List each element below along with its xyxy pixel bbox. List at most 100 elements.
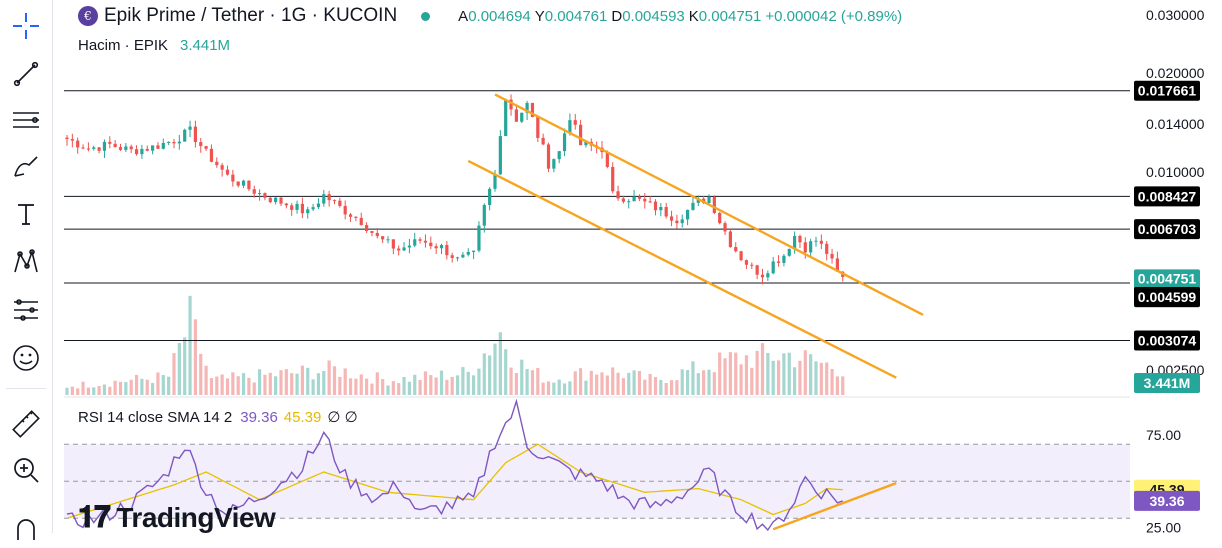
- volume-bar: [290, 373, 294, 395]
- candle-body: [734, 247, 738, 252]
- market-open-dot: [421, 11, 431, 21]
- volume-bar: [215, 376, 219, 395]
- candle-body: [370, 230, 374, 233]
- brush-icon[interactable]: [6, 146, 46, 186]
- volume-bar: [359, 374, 363, 395]
- ohlc-open: A0.004694: [458, 7, 531, 25]
- candle-body: [274, 197, 278, 203]
- rsi-value-tag: 39.36: [1134, 490, 1200, 511]
- volume-bar: [65, 387, 69, 395]
- horizontal-levels: [64, 90, 1130, 342]
- volume-legend[interactable]: Hacim · EPIK 3.441M: [78, 37, 230, 54]
- volume-bar: [258, 369, 262, 395]
- candle-body: [504, 99, 508, 137]
- volume-bar: [322, 370, 326, 395]
- volume-bar: [482, 353, 486, 395]
- volume-bar: [193, 319, 197, 395]
- volume-bar: [621, 378, 625, 395]
- volume-bar: [279, 370, 283, 395]
- volume-bar: [102, 384, 107, 395]
- volume-bar: [696, 373, 700, 395]
- candle-body: [225, 169, 230, 175]
- volume-bar: [455, 375, 460, 395]
- symbol-title[interactable]: Epik Prime / Tether · 1G · KUCOIN: [104, 5, 398, 26]
- volume-bar: [97, 386, 101, 395]
- candle-body: [204, 146, 208, 149]
- ohlc-close: K0.004751: [688, 7, 762, 25]
- candle-body: [316, 203, 321, 208]
- volume-bar: [530, 370, 535, 395]
- volume-bar: [616, 372, 620, 395]
- volume-bar: [370, 383, 374, 395]
- candle-body: [402, 247, 406, 251]
- volume-tag: 3.441M: [1134, 373, 1200, 393]
- toolbar-divider: [6, 388, 46, 389]
- candle-body: [557, 151, 561, 160]
- volume-bar: [151, 383, 155, 395]
- volume-bar: [552, 382, 556, 395]
- volume-bar: [536, 367, 540, 395]
- candle-body: [616, 191, 620, 199]
- candle-body: [461, 254, 465, 258]
- candle-body: [803, 242, 807, 253]
- text-icon[interactable]: [6, 194, 46, 234]
- volume-bar: [509, 367, 513, 395]
- candle-body: [86, 148, 90, 150]
- volume-bar: [188, 295, 192, 395]
- level-price-tag-text: 0.008427: [1138, 188, 1197, 204]
- candle-body: [455, 257, 460, 259]
- volume-bar: [605, 375, 609, 395]
- ohlc-low: D0.004593: [611, 7, 685, 25]
- candle-body: [477, 225, 481, 251]
- candle-body: [332, 200, 337, 202]
- volume-bar: [172, 353, 176, 395]
- volume-bar: [637, 370, 642, 395]
- zoom-icon[interactable]: [6, 450, 46, 490]
- candle-body: [707, 196, 711, 204]
- channel-lower-line: [467, 159, 897, 379]
- volume-bar: [691, 361, 695, 395]
- chart-canvas[interactable]: 0.0300000.0200000.0140000.0100000.002500…: [0, 0, 1222, 533]
- volume-bar: [712, 372, 716, 395]
- volume-bar: [664, 382, 668, 395]
- candles: [65, 94, 845, 285]
- level-price-tag: 0.008427: [1134, 186, 1200, 207]
- emoji-icon[interactable]: [6, 338, 46, 378]
- crosshair-icon[interactable]: [6, 6, 46, 46]
- trend-line-icon[interactable]: [6, 54, 46, 94]
- rsi-value-tag-text: 39.36: [1149, 493, 1184, 509]
- candle-body: [712, 196, 716, 213]
- volume-bar: [814, 361, 818, 395]
- candle-body: [445, 244, 449, 256]
- volume-bar: [231, 372, 235, 395]
- candle-body: [766, 273, 770, 278]
- candle-body: [809, 241, 813, 253]
- horizontal-lines-icon[interactable]: [6, 100, 46, 140]
- volume-bar: [241, 373, 246, 395]
- volume-bar: [300, 365, 304, 395]
- candle-body: [798, 235, 802, 243]
- volume-bar: [755, 350, 759, 395]
- candle-body: [81, 147, 85, 149]
- forecast-icon[interactable]: [6, 290, 46, 330]
- candle-body: [643, 198, 647, 202]
- volume-bar: [423, 371, 428, 395]
- candle-body: [322, 194, 326, 204]
- volume-bar: [648, 373, 652, 395]
- candle-body: [819, 240, 823, 244]
- volume-bar: [375, 372, 379, 395]
- candle-body: [188, 126, 192, 130]
- pattern-icon[interactable]: [6, 242, 46, 282]
- rsi-legend[interactable]: RSI 14 close SMA 14 2 39.36 45.39 ∅ ∅: [78, 408, 358, 426]
- candle-body: [605, 152, 609, 167]
- ruler-icon[interactable]: [6, 404, 46, 444]
- volume-bar: [579, 368, 583, 395]
- candle-body: [145, 148, 149, 151]
- magnet-icon[interactable]: [6, 508, 46, 548]
- volume-bar: [407, 381, 411, 395]
- candle-body: [536, 117, 540, 138]
- volume-bar: [568, 381, 572, 395]
- volume-bar: [498, 332, 502, 395]
- candle-body: [193, 126, 197, 143]
- volume-bar: [734, 352, 738, 395]
